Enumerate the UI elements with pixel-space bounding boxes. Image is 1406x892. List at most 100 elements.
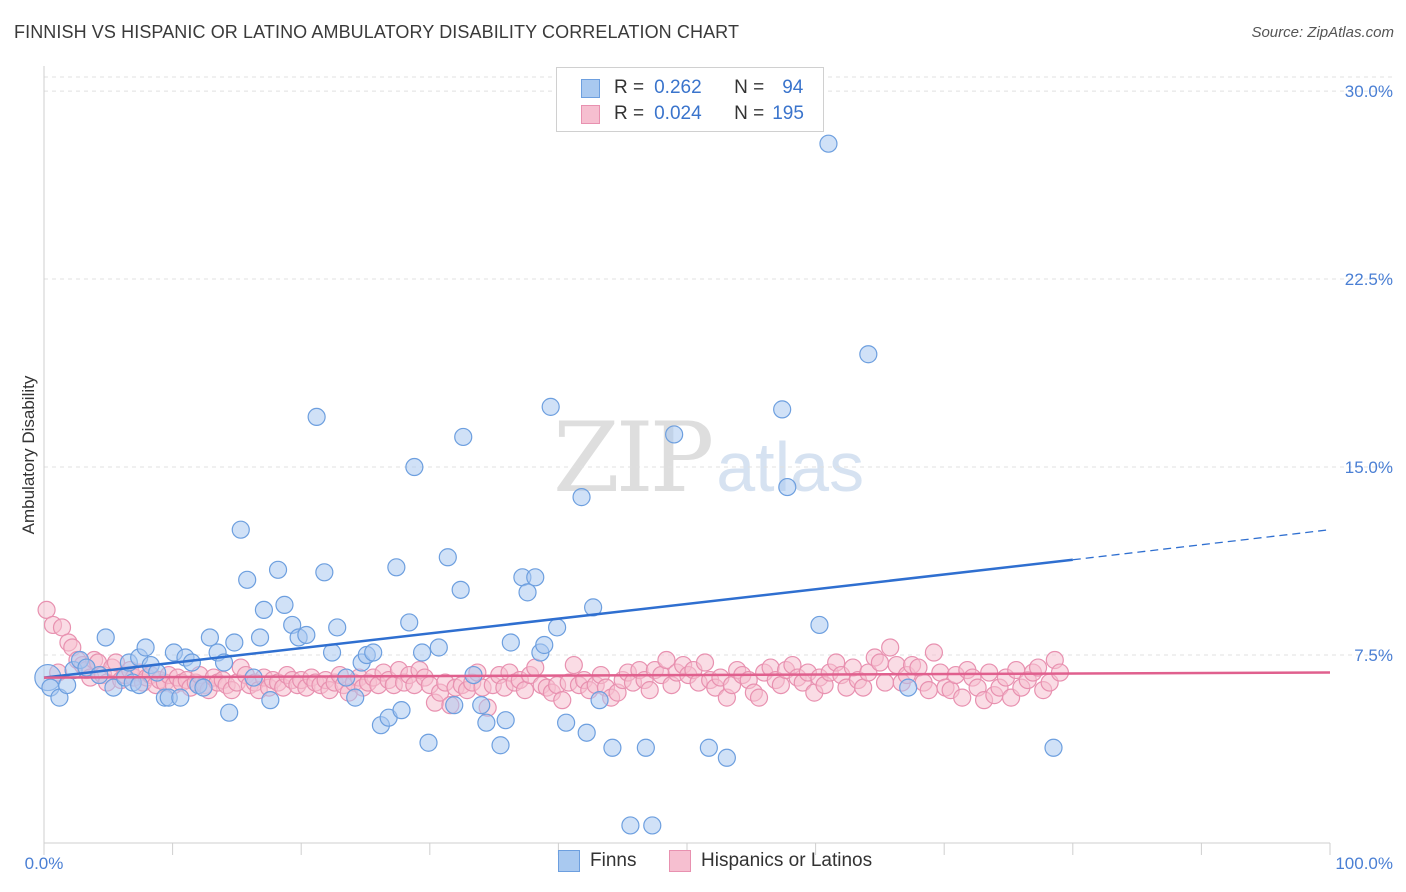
finns-point	[315, 563, 334, 582]
n-label: N =	[734, 77, 765, 98]
finns-point	[665, 425, 684, 444]
finns-point	[392, 701, 411, 720]
y-tick-label: 22.5%	[1345, 270, 1393, 289]
finns-point	[200, 628, 219, 647]
finns-point	[405, 457, 424, 477]
finns-point	[130, 675, 149, 695]
finns-point	[328, 618, 347, 637]
stats-legend: R = 0.262 N = 94 R = 0.024 N = 195	[556, 67, 824, 132]
hispanics-point	[640, 681, 659, 700]
finns-point	[451, 580, 470, 599]
finns-swatch	[581, 78, 600, 98]
finns-point	[268, 560, 288, 579]
hispanics-point	[657, 650, 676, 670]
finns-point	[275, 595, 294, 614]
source-label: Source: ZipAtlas.com	[1251, 24, 1394, 41]
finns-point	[307, 407, 326, 427]
finns-points-layer	[34, 134, 1063, 835]
finns-point	[643, 816, 662, 835]
n-value: 195	[772, 103, 804, 124]
hispanics-point	[919, 681, 938, 700]
hispanics-point	[953, 688, 972, 707]
finns-point	[899, 678, 918, 697]
finns-point	[194, 678, 213, 697]
finns-point	[810, 615, 829, 635]
finns-point	[90, 665, 109, 685]
finns-point	[225, 633, 244, 652]
finns-point	[603, 738, 622, 757]
r-label: R =	[614, 103, 645, 124]
finns-point	[58, 675, 77, 695]
legend-row-finns: R = 0.262 N = 94	[581, 76, 803, 100]
hispanics-point	[564, 655, 583, 675]
finns-point	[577, 723, 596, 742]
finns-point	[496, 711, 515, 730]
finns-point	[254, 600, 274, 620]
axis-layer	[43, 66, 1331, 855]
finns-point	[491, 736, 510, 755]
finns-point	[104, 678, 123, 697]
grid-layer	[44, 76, 1392, 656]
finns-point	[387, 558, 406, 577]
legend-item-hispanics: Hispanics or Latinos	[669, 850, 872, 872]
hispanics-trend-line	[43, 671, 1331, 679]
finns-point	[501, 633, 520, 652]
finns-point	[778, 477, 797, 497]
finns-point	[400, 613, 419, 632]
y-tick-label: 15.0%	[1345, 458, 1393, 477]
finns-point	[96, 628, 115, 647]
finns-point	[322, 643, 342, 662]
finns-point	[454, 427, 473, 447]
hispanics-point	[859, 663, 878, 682]
legend-item-finns: Finns	[558, 850, 636, 872]
finns-point	[819, 134, 838, 153]
finns-point	[717, 748, 736, 767]
r-label: R =	[614, 77, 645, 98]
hispanics-point	[526, 658, 545, 677]
finns-point	[231, 520, 250, 539]
hispanics-point	[881, 638, 900, 657]
finns-point	[477, 713, 496, 732]
finns-point	[636, 738, 655, 757]
finns-trend-line	[43, 558, 1073, 679]
hispanics-point	[37, 600, 56, 620]
r-value: 0.024	[654, 103, 702, 124]
y-tick-label: 30.0%	[1345, 82, 1393, 101]
finns-point	[548, 618, 567, 637]
y-tick-label: 7.5%	[1354, 646, 1393, 665]
finns-point	[429, 638, 448, 657]
finns-point	[297, 625, 316, 645]
finns-legend-swatch	[558, 850, 580, 872]
hispanics-point	[553, 691, 572, 710]
hispanics-point	[515, 681, 535, 700]
finns-point	[438, 548, 457, 567]
trend-lines-layer	[43, 529, 1331, 679]
finns-point	[541, 397, 560, 416]
x-tick-label: 0.0%	[25, 854, 64, 873]
finns-point	[472, 696, 491, 715]
hispanics-legend-label: Hispanics or Latinos	[701, 850, 873, 871]
finns-point	[171, 688, 190, 707]
finns-legend-label: Finns	[590, 850, 637, 871]
hispanics-point	[771, 675, 790, 695]
finns-point	[773, 400, 792, 419]
hispanics-point	[870, 653, 890, 672]
finns-point	[699, 738, 718, 757]
tick-labels-layer: 7.5% 15.0% 22.5% 30.0% 0.0% 100.0%	[25, 82, 1393, 873]
finns-point	[518, 583, 537, 602]
hispanics-point	[749, 688, 769, 707]
finns-point	[419, 733, 438, 752]
finns-point	[621, 816, 640, 835]
finns-point	[572, 488, 591, 507]
hispanics-swatch	[581, 104, 600, 124]
finns-point	[590, 691, 609, 710]
hispanics-point	[695, 653, 715, 672]
finns-point	[238, 570, 257, 589]
finns-point	[445, 696, 464, 715]
finns-point	[136, 638, 155, 657]
hispanics-point	[931, 663, 950, 682]
finns-point	[557, 713, 576, 732]
hispanics-point	[52, 618, 72, 637]
hispanics-point	[924, 643, 944, 662]
